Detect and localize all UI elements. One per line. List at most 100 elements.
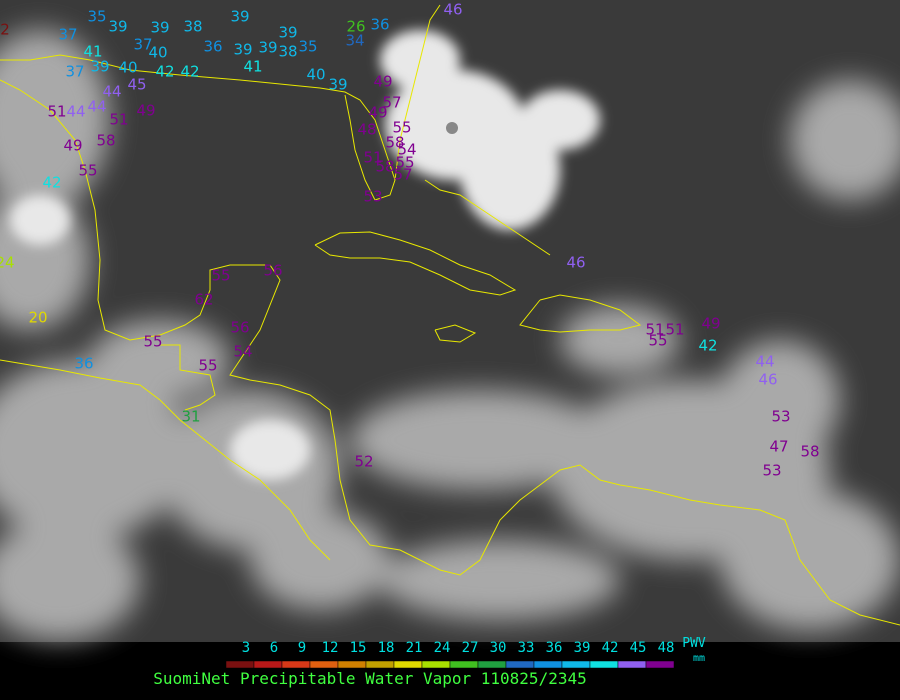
- legend-swatch: [253, 660, 283, 669]
- station-value: 37: [58, 26, 77, 44]
- station-value: 44: [66, 103, 85, 121]
- station-value: 39: [278, 24, 297, 42]
- station-value: 52: [354, 453, 373, 471]
- station-value: 54: [397, 141, 416, 159]
- station-value: 39: [230, 8, 249, 26]
- station-value: 26: [346, 18, 365, 36]
- station-value: 55: [648, 332, 667, 350]
- footer-title: SuomiNet Precipitable Water Vapor 110825…: [153, 669, 586, 688]
- station-value: 56: [230, 319, 249, 337]
- legend-tick-label: 39: [574, 640, 591, 656]
- station-value: 36: [74, 355, 93, 373]
- legend-tick-label: 12: [322, 640, 339, 656]
- station-value: 38: [183, 18, 202, 36]
- legend-tick-label: 15: [350, 640, 367, 656]
- station-value: 53: [771, 408, 790, 426]
- station-value: 42: [42, 174, 61, 192]
- legend-swatch: [477, 660, 507, 669]
- station-value: 44: [755, 353, 774, 371]
- station-value: 41: [83, 43, 102, 61]
- legend-swatch: [393, 660, 423, 669]
- station-value: 57: [382, 94, 401, 112]
- station-value: 49: [373, 73, 392, 91]
- station-value: 55: [143, 333, 162, 351]
- station-value: 53: [762, 462, 781, 480]
- station-value: 45: [127, 76, 146, 94]
- legend-tick-label: 36: [546, 640, 563, 656]
- station-value: 55: [211, 267, 230, 285]
- legend-tick-label: 30: [490, 640, 507, 656]
- legend-tick-label: 18: [378, 640, 395, 656]
- station-value: 41: [243, 58, 262, 76]
- legend-tick-label: 3: [242, 640, 250, 656]
- station-value: 51: [47, 103, 66, 121]
- legend-swatch: [617, 660, 647, 669]
- station-value: 42: [698, 337, 717, 355]
- station-value: 46: [566, 254, 585, 272]
- legend-tick-label: 24: [434, 640, 451, 656]
- station-value: 62: [194, 291, 213, 309]
- legend-swatch: [589, 660, 619, 669]
- station-value: 55: [78, 162, 97, 180]
- station-value: 44: [87, 98, 106, 116]
- station-value: 44: [102, 83, 121, 101]
- legend-swatch: [309, 660, 339, 669]
- station-value: 39: [150, 19, 169, 37]
- legend-tick-label: 9: [298, 640, 306, 656]
- station-value: 39: [233, 41, 252, 59]
- station-value: 46: [443, 1, 462, 19]
- station-value: 47: [769, 438, 788, 456]
- station-value: 49: [136, 102, 155, 120]
- station-value: 39: [90, 58, 109, 76]
- legend-swatch: [561, 660, 591, 669]
- station-value: 51: [109, 111, 128, 129]
- station-value: 31: [181, 408, 200, 426]
- station-value: 49: [368, 104, 387, 122]
- legend-tick-label: 27: [462, 640, 479, 656]
- station-value: 51: [363, 149, 382, 167]
- station-value: 51: [665, 321, 684, 339]
- legend-swatch: [225, 660, 255, 669]
- station-value: 58: [385, 134, 404, 152]
- unit: mm: [693, 653, 705, 664]
- legend-swatch: [645, 660, 675, 669]
- station-value: 57: [393, 166, 412, 184]
- coastlines: [0, 4, 900, 626]
- station-value: 55: [395, 154, 414, 172]
- station-value: 38: [278, 43, 297, 61]
- station-value: 37: [65, 63, 84, 81]
- legend-swatch: [505, 660, 535, 669]
- legend-swatch: [533, 660, 563, 669]
- station-value: 24: [0, 254, 15, 272]
- satellite-image: [0, 0, 900, 642]
- station-value: 40: [118, 59, 137, 77]
- station-value: 49: [63, 137, 82, 155]
- legend-tick-label: 48: [658, 640, 675, 656]
- station-value: 20: [28, 309, 47, 327]
- station-value: 53: [363, 188, 382, 206]
- legend-swatch: [421, 660, 451, 669]
- station-value: 34: [345, 32, 364, 50]
- station-value: 58: [800, 443, 819, 461]
- station-value: 39: [258, 39, 277, 57]
- station-value: 56: [263, 262, 282, 280]
- legend-tick-label: 45: [630, 640, 647, 656]
- legend-tick-label: 33: [518, 640, 535, 656]
- station-value: 42: [180, 63, 199, 81]
- legend-tick-label: 21: [406, 640, 423, 656]
- station-value: 46: [758, 371, 777, 389]
- station-value: 2: [0, 21, 10, 39]
- station-value: 36: [370, 16, 389, 34]
- color-legend: 3 6 9 12 15 18 21 24 27 30 33 36 39 42 45 48: [225, 640, 675, 669]
- station-value: 55: [392, 119, 411, 137]
- station-value: 39: [328, 76, 347, 94]
- station-value: 49: [701, 315, 720, 333]
- station-value: 55: [198, 357, 217, 375]
- legend-tick-label: 6: [270, 640, 278, 656]
- station-value: 36: [203, 38, 222, 56]
- legend-tick-label: 42: [602, 640, 619, 656]
- station-value: 35: [298, 38, 317, 56]
- station-value: 40: [306, 66, 325, 84]
